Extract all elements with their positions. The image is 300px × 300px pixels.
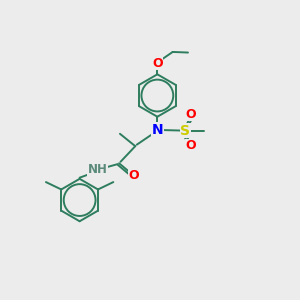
Bar [182,127,189,134]
Text: O: O [128,169,139,182]
Text: O: O [152,57,163,70]
Bar [154,127,161,133]
Bar [188,142,194,149]
Text: O: O [185,108,196,121]
Bar [154,60,161,66]
Text: O: O [185,140,196,152]
Text: NH: NH [88,163,108,176]
Text: N: N [152,123,163,137]
Text: S: S [180,124,190,138]
Bar [94,166,101,172]
Bar [188,111,194,118]
Bar [130,172,137,179]
